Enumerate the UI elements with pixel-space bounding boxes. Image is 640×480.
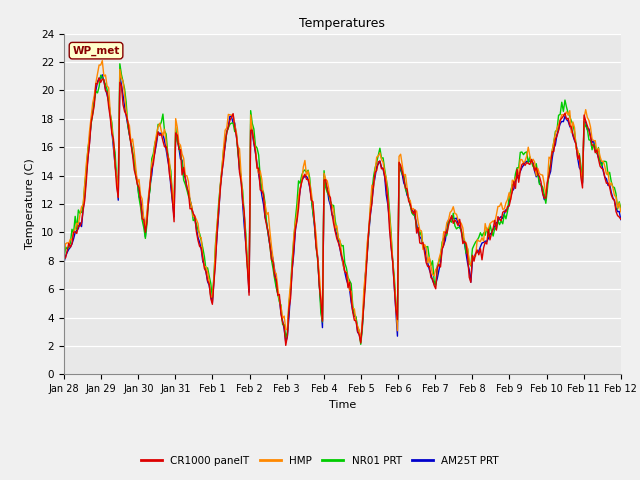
Legend: CR1000 panelT, HMP, NR01 PRT, AM25T PRT: CR1000 panelT, HMP, NR01 PRT, AM25T PRT (137, 452, 503, 470)
Text: WP_met: WP_met (72, 46, 120, 56)
Title: Temperatures: Temperatures (300, 17, 385, 30)
X-axis label: Time: Time (329, 400, 356, 409)
Y-axis label: Temperature (C): Temperature (C) (26, 158, 35, 250)
